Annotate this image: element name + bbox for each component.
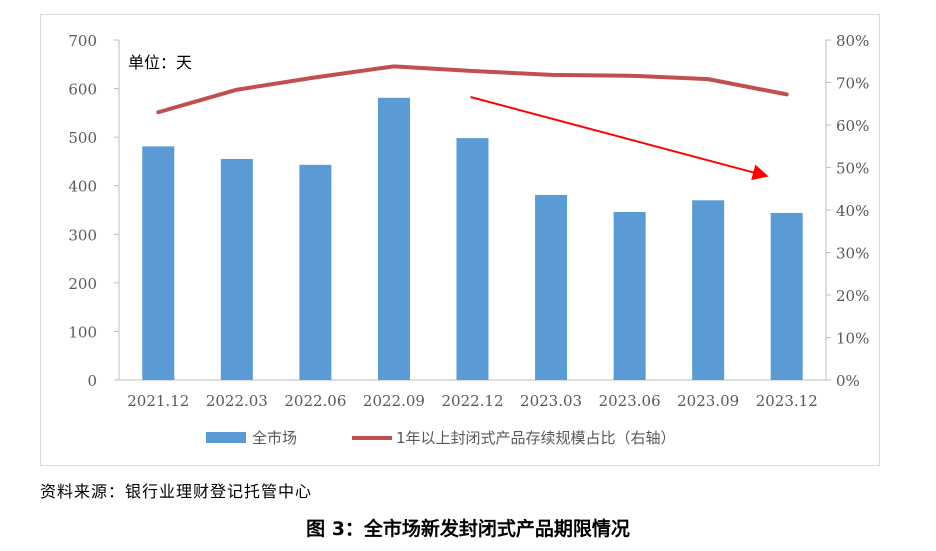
bar [770,212,803,380]
bar [692,200,725,380]
bar [142,146,175,380]
x-tick-label: 2023.06 [599,392,661,410]
chart-svg: 0 100 200 300 400 500 600 700 0% 10% 20% 30% 40% 50% 6… [68,32,869,447]
right-tick-label: 50% [836,160,869,178]
right-tick-label: 60% [836,117,869,135]
legend-label-bar: 全市场 [252,429,297,447]
left-tick-label: 500 [68,129,97,147]
left-tick-label: 600 [68,81,97,99]
x-tick-label: 2022.06 [284,392,346,410]
annotation-arrow [470,96,769,181]
right-tick-label: 10% [836,330,869,348]
chart-frame [40,14,880,466]
right-tick-label: 0% [836,372,860,390]
x-tick-label: 2022.12 [441,392,503,410]
bar [299,164,332,380]
x-tick-label: 2023.03 [520,392,582,410]
left-tick-label: 0 [87,372,97,390]
source-note: 资料来源：银行业理财登记托管中心 [40,482,313,501]
bar [377,97,410,381]
left-tick-label: 700 [68,32,97,50]
right-tick-label: 40% [836,202,869,220]
bar [456,138,489,380]
x-tick-label: 2023.12 [756,392,818,410]
left-tick-label: 300 [68,226,97,244]
x-tick-label: 2023.09 [677,392,739,410]
left-tick-label: 400 [68,178,97,196]
right-tick-label: 20% [836,287,869,305]
series-line-ratio [156,64,789,115]
legend-label-line: 1年以上封闭式产品存续规模占比（右轴） [396,429,676,447]
x-tick-label: 2021.12 [127,392,189,410]
x-tick-label: 2022.03 [206,392,268,410]
figure-caption: 图 3：全市场新发封闭式产品期限情况 [306,518,630,540]
bar [535,194,568,380]
unit-note: 单位：天 [128,53,192,72]
right-tick-label: 30% [836,245,869,263]
legend-swatch-bar [206,432,246,443]
bar [220,159,253,380]
x-tick-label: 2022.09 [363,392,425,410]
left-tick-label: 200 [68,275,97,293]
bar [613,211,646,380]
right-tick-label: 70% [836,75,869,93]
left-tick-label: 100 [68,323,97,341]
right-tick-label: 80% [836,32,869,50]
